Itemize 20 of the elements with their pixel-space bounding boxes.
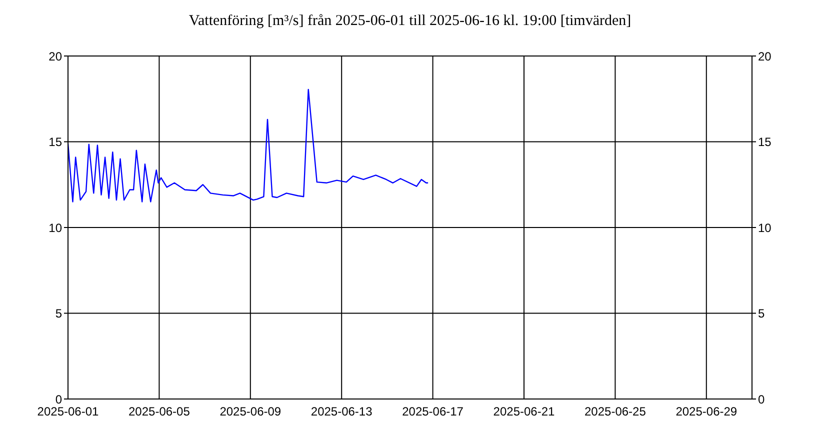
y2-tick-label: 5 (758, 306, 765, 321)
x-tick-label: 2025-06-21 (493, 404, 556, 419)
y2-tick-label: 20 (758, 49, 772, 64)
x-tick-label: 2025-06-17 (402, 404, 464, 419)
y-tick-label: 5 (55, 306, 62, 321)
x-tick-label: 2025-06-01 (37, 404, 100, 419)
x-tick-label: 2025-06-29 (676, 404, 738, 419)
x-tick-label: 2025-06-09 (220, 404, 282, 419)
y2-tick-label: 0 (758, 392, 765, 406)
y2-tick-label: 15 (758, 135, 772, 150)
y-tick-label: 0 (55, 392, 62, 406)
x-tick-label: 2025-06-13 (310, 404, 373, 419)
y-tick-label: 10 (48, 220, 62, 235)
chart-title: Vattenföring [m³/s] från 2025-06-01 till 2025-06-16 kl. 19:00 [timvärden] (188, 13, 632, 30)
y-tick-label: 20 (48, 49, 62, 64)
x-tick-label: 2025-06-05 (128, 404, 190, 419)
y-tick-label: 15 (48, 135, 62, 150)
x-tick-label: 2025-06-25 (584, 404, 646, 419)
line-series (68, 88, 429, 202)
y2-tick-label: 10 (758, 220, 772, 235)
